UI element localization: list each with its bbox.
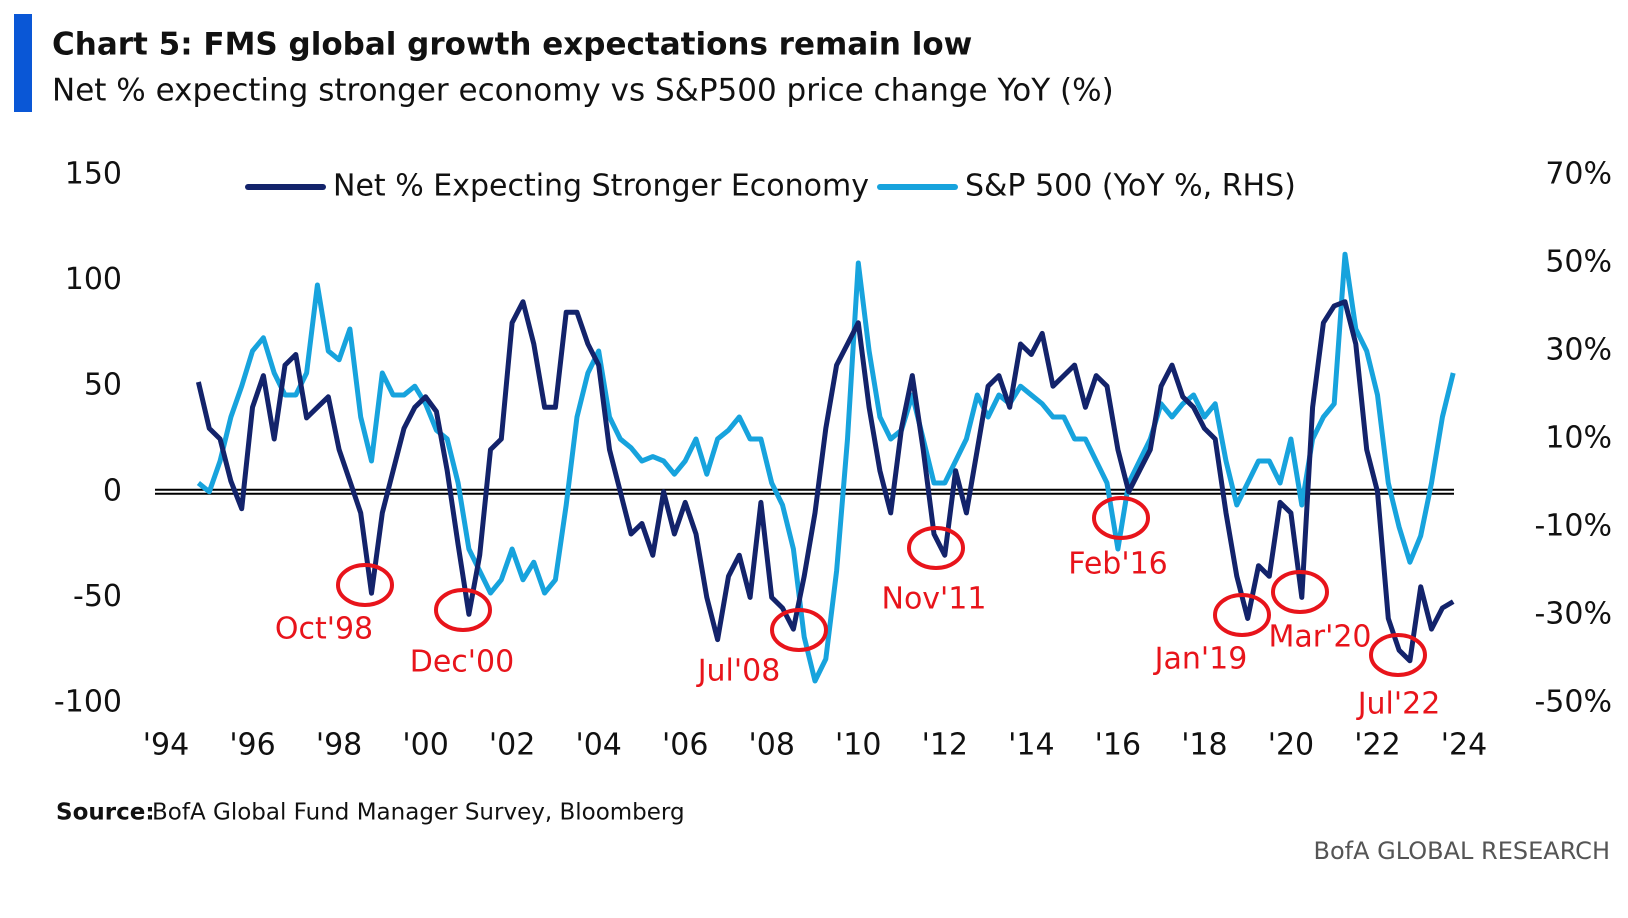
y2-tick-label: -50% [1534, 685, 1612, 720]
legend-label: Net % Expecting Stronger Economy [333, 169, 869, 204]
title-accent [14, 14, 32, 112]
y2-tick-label: 10% [1545, 421, 1612, 456]
source-label: Source: [56, 800, 155, 826]
x-tick-label: '98 [316, 728, 362, 763]
annotation-circle [1271, 570, 1329, 614]
annotation-label: Nov'11 [882, 582, 987, 617]
y2-tick-label: 50% [1545, 245, 1612, 280]
x-tick-label: '12 [922, 728, 968, 763]
annotation-circle [770, 608, 828, 652]
annotation-label: Jul'08 [696, 654, 781, 689]
annotation-circle [1213, 593, 1271, 637]
annotation-circle [1369, 633, 1427, 677]
annotation-label: Jan'19 [1153, 642, 1248, 677]
series-line [196, 251, 1456, 684]
chart-subtitle: Net % expecting stronger economy vs S&P5… [52, 73, 1114, 109]
brand: BofA GLOBAL RESEARCH [1314, 837, 1610, 865]
x-tick-label: '10 [835, 728, 881, 763]
y2-tick-label: 70% [1545, 157, 1612, 192]
annotation-circle [1092, 496, 1150, 540]
x-tick-label: '94 [143, 728, 189, 763]
annotation-label: Oct'98 [275, 612, 373, 647]
x-tick-label: '22 [1354, 728, 1400, 763]
x-tick-label: '18 [1181, 728, 1227, 763]
x-tick-label: '04 [575, 728, 621, 763]
x-tick-label: '02 [489, 728, 535, 763]
y-tick-label: 0 [103, 473, 122, 508]
annotation-label: Feb'16 [1068, 547, 1168, 582]
annotation-circle [336, 563, 394, 607]
y-tick-label: 150 [65, 157, 122, 192]
chart-title: Chart 5: FMS global growth expectations … [52, 27, 972, 63]
y-tick-label: -50 [73, 579, 122, 614]
x-tick-label: '96 [229, 728, 275, 763]
annotation-circle [907, 526, 965, 570]
source: BofA Global Fund Manager Survey, Bloombe… [152, 800, 685, 826]
x-tick-label: '08 [749, 728, 795, 763]
annotation-label: Jul'22 [1356, 687, 1441, 722]
x-tick-label: '16 [1095, 728, 1141, 763]
x-tick-label: '24 [1441, 728, 1487, 763]
y-tick-label: 100 [65, 262, 122, 297]
y-tick-label: 50 [84, 368, 122, 403]
x-tick-label: '00 [402, 728, 448, 763]
annotation-label: Mar'20 [1268, 620, 1371, 655]
annotation-label: Dec'00 [410, 645, 514, 680]
y2-tick-label: -10% [1534, 509, 1612, 544]
x-tick-label: '06 [662, 728, 708, 763]
y2-tick-label: 30% [1545, 333, 1612, 368]
y-tick-label: -100 [54, 685, 122, 720]
legend-label: S&P 500 (YoY %, RHS) [965, 169, 1296, 204]
series-line [195, 299, 1455, 664]
y2-tick-label: -30% [1534, 597, 1612, 632]
annotation-circle [434, 588, 492, 632]
x-tick-label: '20 [1268, 728, 1314, 763]
x-tick-label: '14 [1008, 728, 1054, 763]
